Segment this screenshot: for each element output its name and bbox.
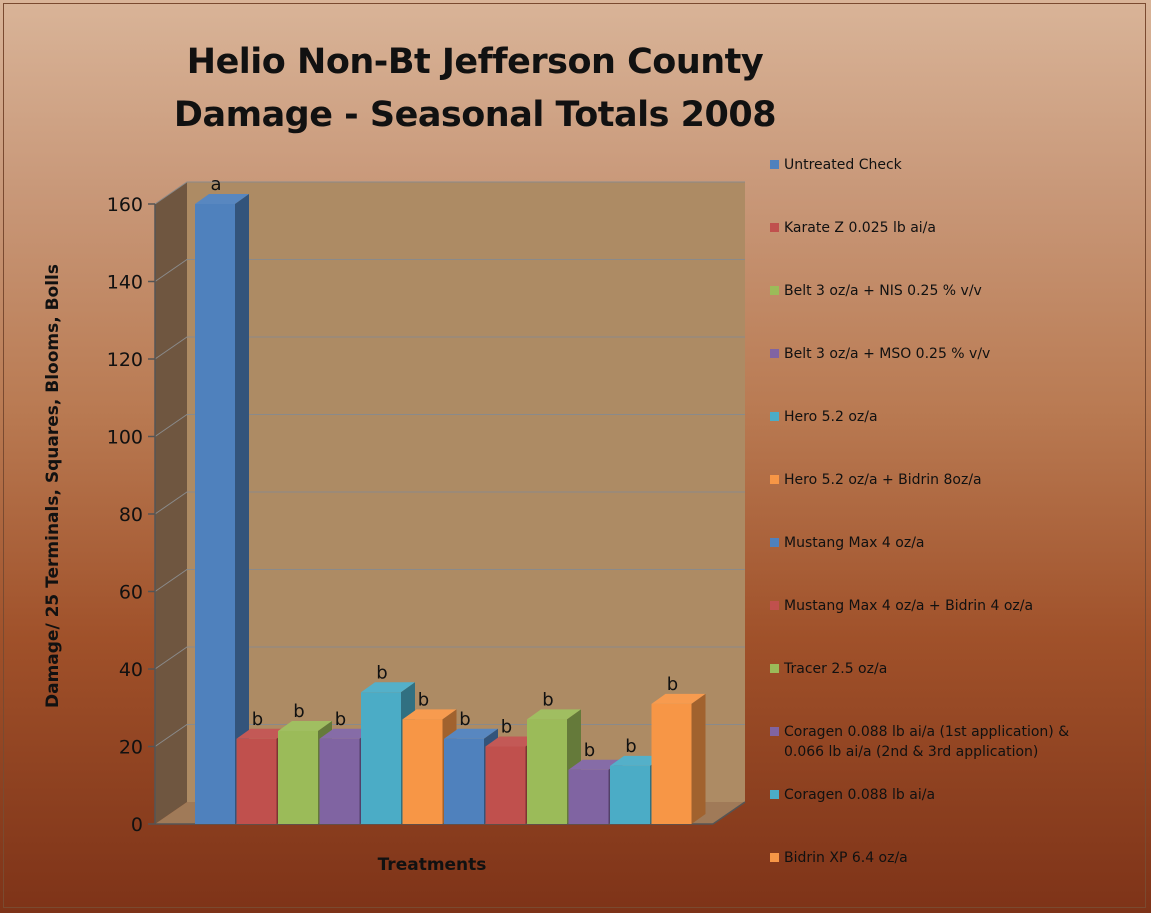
legend-label: Hero 5.2 oz/a (784, 409, 878, 425)
bar-data-label: b (542, 689, 553, 710)
bar-front (278, 731, 318, 824)
legend-swatch (770, 223, 779, 232)
gridline (154, 569, 745, 592)
bar-data-label: b (459, 709, 470, 730)
bar-top (278, 721, 332, 731)
legend-swatch (770, 349, 779, 358)
bar-data-label: b (501, 717, 512, 738)
bar-front (610, 765, 650, 824)
legend-label: Coragen 0.088 lb ai/a (784, 787, 936, 803)
bar-data-label: b (667, 674, 678, 695)
legend-swatch (770, 538, 779, 547)
bar-front (319, 738, 360, 824)
legend-label: Untreated Check (784, 157, 902, 173)
bar-top (444, 728, 498, 739)
bar-data-label: b (335, 709, 346, 730)
bar-front (485, 746, 526, 824)
bar-top (361, 682, 415, 693)
x-axis-title: Treatments (378, 855, 487, 875)
y-tick-label: 60 (119, 582, 143, 604)
legend-label: Mustang Max 4 oz/a (784, 535, 925, 551)
legend-swatch (770, 664, 779, 673)
bar-top (485, 736, 540, 747)
legend-swatch (770, 853, 779, 862)
bar-data-label: b (293, 701, 304, 722)
chart-title-line-1: Helio Non-Bt Jefferson County (186, 42, 764, 82)
y-tick-label: 160 (107, 194, 143, 216)
gridline (154, 646, 745, 670)
bar-top (236, 728, 291, 739)
x-axis-depth-line (712, 801, 746, 825)
gridline (154, 259, 745, 282)
bar-front (402, 719, 443, 824)
legend-label: Bidrin XP 6.4 oz/a (784, 850, 908, 866)
chart-title-line-2: Damage - Seasonal Totals 2008 (173, 95, 777, 135)
y-tick-label: 20 (119, 737, 143, 759)
y-tick-label: 140 (107, 272, 143, 294)
bar-front (195, 204, 235, 824)
bar-top (195, 194, 249, 204)
bar-data-label: b (376, 662, 387, 683)
legend-label: Coragen 0.088 lb ai/a (1st application) … (784, 724, 1070, 760)
chart-frame (3, 3, 1146, 908)
legend-label: Hero 5.2 oz/a + Bidrin 8oz/a (784, 472, 982, 488)
bar-top (402, 709, 457, 720)
bar-front (527, 719, 567, 824)
bar-front (361, 692, 401, 824)
y-axis-title: Damage/ 25 Terminals, Squares, Blooms, B… (43, 264, 63, 708)
legend-label: Belt 3 oz/a + NIS 0.25 % v/v (784, 283, 982, 299)
legend-swatch (770, 286, 779, 295)
bar-data-label: b (418, 689, 429, 710)
y-tick-label: 100 (107, 427, 143, 449)
bar-front (236, 738, 277, 824)
legend-swatch (770, 727, 779, 736)
legend-label: Karate Z 0.025 lb ai/a (784, 220, 936, 236)
bar-side (691, 693, 706, 824)
bar-front (444, 738, 484, 824)
bar-data-label: b (625, 736, 636, 757)
bar-front (568, 769, 609, 824)
bar-top (610, 755, 664, 766)
gridline (154, 491, 745, 515)
bar-data-label: a (210, 174, 221, 195)
bar-top (527, 709, 581, 720)
y-tick-label: 120 (107, 349, 143, 371)
gridline (154, 181, 745, 205)
bar-top (568, 759, 623, 770)
bar-front (651, 703, 692, 824)
y-tick-label: 80 (119, 504, 143, 526)
legend-label: Tracer 2.5 oz/a (784, 661, 888, 677)
bar-data-label: b (252, 709, 263, 730)
gridline (154, 336, 745, 360)
bar-side (235, 194, 249, 824)
legend-swatch (770, 601, 779, 610)
legend-swatch (770, 475, 779, 484)
legend-swatch (770, 790, 779, 799)
legend-swatch (770, 412, 779, 421)
legend-swatch (770, 160, 779, 169)
y-tick-label: 40 (119, 659, 143, 681)
legend-label: Mustang Max 4 oz/a + Bidrin 4 oz/a (784, 598, 1034, 614)
bar-top (651, 693, 706, 704)
legend-label: Belt 3 oz/a + MSO 0.25 % v/v (784, 346, 991, 362)
bar-data-label: b (584, 740, 595, 761)
gridline (154, 414, 745, 437)
bar-top (319, 728, 374, 739)
y-tick-label: 0 (131, 814, 143, 836)
